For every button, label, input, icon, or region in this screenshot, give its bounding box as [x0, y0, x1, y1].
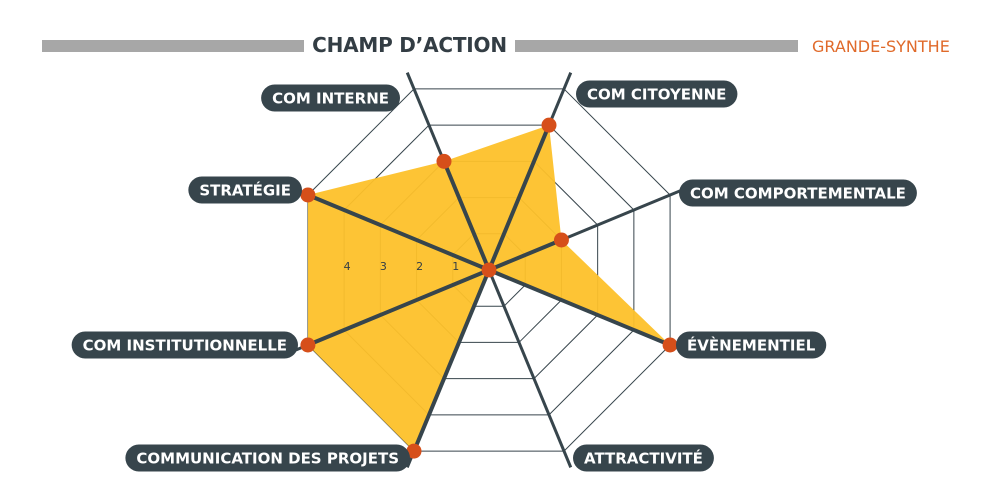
axis-label-text: ATTRACTIVITÉ — [584, 449, 703, 468]
value-spoke — [412, 269, 491, 452]
axis-label-text: COM COMPORTEMENTALE — [690, 185, 906, 203]
value-spoke — [307, 193, 490, 272]
data-points — [300, 117, 678, 459]
tick-label: 3 — [380, 260, 387, 273]
value-spoke — [487, 124, 551, 271]
axis-label-text: COM CITOYENNE — [587, 86, 726, 104]
axis-label-text: COM INTERNE — [272, 90, 389, 108]
axis-label: COM INSTITUTIONNELLE — [71, 331, 298, 359]
data-point — [300, 337, 316, 353]
value-spokes — [307, 124, 671, 452]
axis-label: ATTRACTIVITÉ — [573, 444, 714, 472]
tick-label: 4 — [344, 260, 351, 273]
data-point — [541, 117, 557, 133]
axis-label-pill — [576, 80, 738, 108]
data-point — [406, 443, 422, 459]
axis-label-pill — [71, 331, 298, 359]
tick-labels: 1 2 3 4 — [344, 260, 460, 273]
axis-line — [487, 269, 573, 468]
city-name: GRANDE-SYNTHE — [812, 37, 950, 56]
value-spoke — [488, 238, 563, 272]
data-point — [553, 232, 569, 248]
axis-label-pill — [125, 444, 410, 472]
axis-label-pill — [261, 84, 400, 112]
axis-label-pill — [573, 444, 714, 472]
header-bar-left — [42, 40, 304, 52]
value-spoke — [307, 268, 490, 347]
axis-label-pill — [676, 331, 827, 359]
axis-label-text: COM INSTITUTIONNELLE — [83, 337, 287, 355]
axis-label: COMMUNICATION DES PROJETS — [125, 444, 410, 472]
data-point — [300, 187, 316, 203]
axis-label-text: STRATÉGIE — [199, 181, 291, 200]
axis-labels: COM CITOYENNE COM COMPORTEMENTALE ÉVÈNEMEN… — [71, 80, 917, 472]
axis-label: STRATÉGIE — [188, 176, 302, 204]
data-point — [436, 153, 452, 169]
value-spoke — [488, 268, 671, 347]
axis-label: COM CITOYENNE — [576, 80, 738, 108]
header-bar-right — [515, 40, 798, 52]
axis-label: COM INTERNE — [261, 84, 400, 112]
data-point — [662, 337, 678, 353]
data-point — [481, 262, 497, 278]
chart-title: CHAMP D’ACTION — [312, 33, 507, 57]
tick-label: 2 — [416, 260, 423, 273]
tick-label: 1 — [452, 260, 459, 273]
axis-label-pill — [188, 176, 302, 204]
axis-label-text: COMMUNICATION DES PROJETS — [136, 450, 399, 468]
axis-label: COM COMPORTEMENTALE — [679, 179, 917, 207]
axis-label: ÉVÈNEMENTIEL — [676, 331, 827, 359]
axis-label-text: ÉVÈNEMENTIEL — [687, 336, 816, 355]
value-spoke — [442, 160, 491, 271]
axis-label-pill — [679, 179, 917, 207]
data-area — [307, 125, 671, 452]
